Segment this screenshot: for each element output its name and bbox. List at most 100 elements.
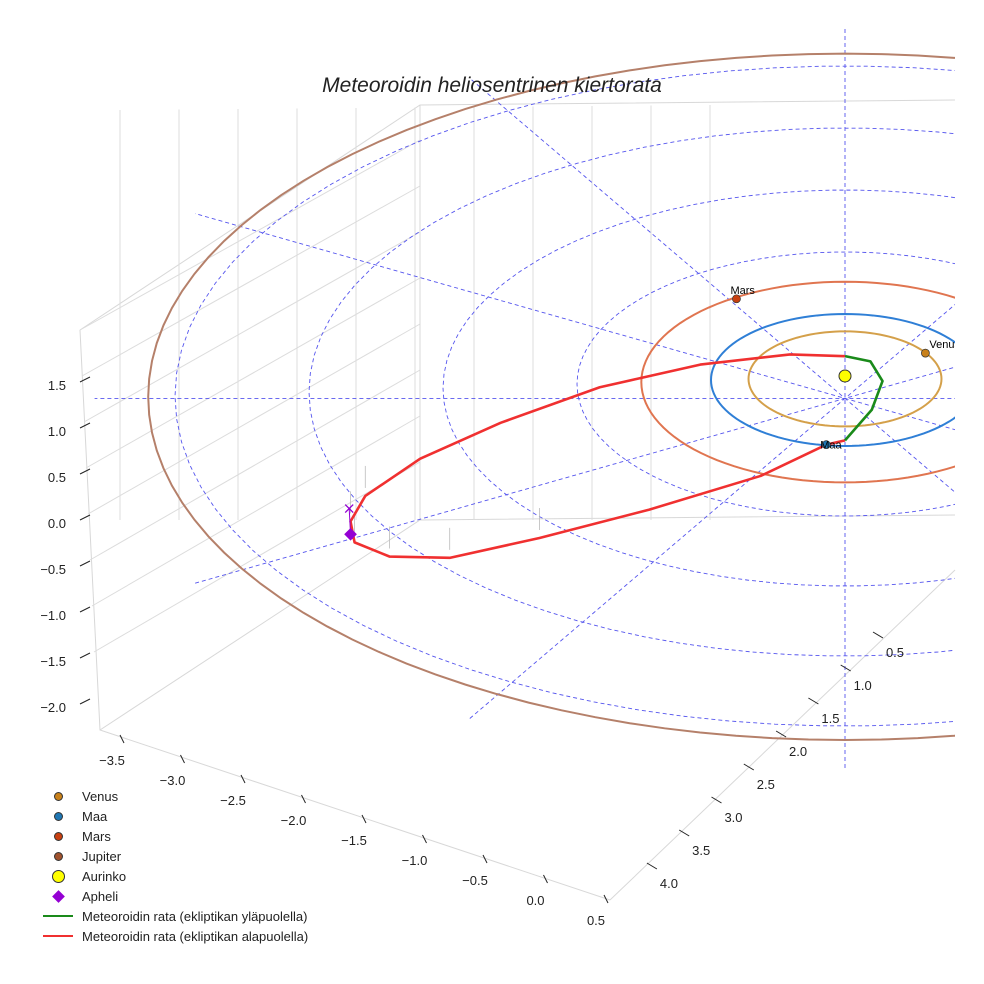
z-tick-label: 0.5	[48, 470, 66, 485]
x-tick-label: −1.5	[341, 833, 367, 848]
pane-gridline	[81, 185, 421, 377]
planet-maa	[821, 440, 831, 449]
y-tick	[872, 631, 884, 639]
sun-marker	[838, 369, 852, 383]
y-tick-label: 2.0	[789, 744, 807, 759]
z-tick-label: 1.5	[48, 378, 66, 393]
y-tick-label: 3.5	[692, 843, 710, 858]
x-tick	[422, 834, 427, 844]
x-tick-label: −3.5	[99, 753, 125, 768]
pane-gridline	[83, 231, 421, 423]
orbit-maa	[709, 312, 955, 448]
x-tick	[180, 754, 185, 764]
planet-label: Venus	[929, 339, 960, 351]
z-tick-label: −1.0	[40, 608, 66, 623]
x-tick	[301, 794, 306, 804]
pane-gridline	[93, 461, 421, 653]
ecliptic-grid-circle	[576, 251, 955, 517]
legend-marker	[51, 889, 65, 903]
legend-item: Meteoroidin rata (ekliptikan yläpuolella…	[38, 906, 308, 926]
legend-symbol	[38, 791, 78, 801]
x-tick-label: −2.0	[281, 813, 307, 828]
z-tick	[79, 514, 91, 521]
orbit-jupiter	[147, 52, 955, 742]
z-tick	[79, 606, 91, 613]
legend-symbol	[38, 831, 78, 841]
meteoroid-above-path	[844, 354, 884, 442]
legend-label: Meteoroidin rata (ekliptikan alapuolella…	[82, 928, 309, 944]
pane-gridline	[85, 277, 421, 469]
z-tick	[79, 652, 91, 659]
y-tick-label: 0.5	[886, 645, 904, 660]
legend-item: Meteoroidin rata (ekliptikan alapuolella…	[38, 926, 308, 946]
legend-item: Apheli	[38, 886, 308, 906]
x-tick-label: 0.0	[526, 893, 544, 908]
y-tick	[808, 697, 819, 705]
legend-item: Aurinko	[38, 866, 308, 886]
legend-label: Venus	[82, 788, 119, 804]
x-tick-label: 0.5	[587, 913, 605, 928]
ecliptic-grid-circle	[442, 189, 955, 587]
axes-panes	[79, 99, 956, 901]
x-tick	[543, 874, 548, 884]
legend-marker	[53, 831, 63, 841]
planet-label: Mars	[730, 285, 755, 297]
legend-symbol	[38, 935, 78, 937]
legend-marker	[51, 869, 65, 883]
z-tick	[79, 468, 91, 475]
legend-item: Mars	[38, 826, 308, 846]
y-tick-label: 2.5	[757, 777, 775, 792]
z-tick-label: −1.5	[40, 654, 66, 669]
legend-label: Jupiter	[82, 848, 122, 864]
z-tick	[79, 698, 91, 705]
y-tick	[711, 796, 722, 804]
legend-symbol	[38, 811, 78, 821]
legend: Venus Maa Mars Jupiter Aurinko Apheli Meteoroi…	[38, 786, 308, 946]
legend-symbol	[38, 851, 78, 861]
y-tick	[775, 730, 787, 738]
legend-marker	[53, 851, 63, 861]
z-tick-label: −0.5	[40, 562, 66, 577]
x-tick	[603, 894, 609, 904]
pane-gridline	[91, 415, 421, 607]
x-tick-label: −3.0	[160, 773, 186, 788]
y-tick	[678, 829, 690, 837]
pane-gridline	[87, 323, 421, 515]
x-tick-label: −1.0	[402, 853, 428, 868]
y-tick	[646, 862, 658, 870]
y-tick	[743, 763, 755, 771]
legend-label: Maa	[82, 808, 108, 824]
legend-label: Aurinko	[82, 868, 127, 884]
planet-label: Maa	[820, 440, 842, 452]
x-tick-label: −2.5	[220, 793, 246, 808]
legend-label: Meteoroidin rata (ekliptikan yläpuolella…	[82, 908, 308, 924]
z-tick-label: 1.0	[48, 424, 66, 439]
legend-line	[43, 935, 73, 937]
orbit-mars	[640, 280, 955, 484]
x-tick	[361, 814, 367, 824]
y-tick	[840, 664, 851, 672]
x-tick-label: −0.5	[462, 873, 488, 888]
pane-gridline	[79, 139, 421, 331]
z-tick	[79, 376, 91, 383]
planet-mars	[732, 294, 741, 304]
legend-item: Venus	[38, 786, 308, 806]
planet-venus	[921, 348, 930, 358]
legend-marker	[53, 811, 63, 821]
x-tick	[119, 734, 125, 744]
y-tick-label: 1.5	[821, 711, 839, 726]
pane-gridlines	[79, 105, 711, 653]
legend-symbol	[38, 889, 78, 903]
orbit-venus	[747, 330, 943, 428]
legend-label: Apheli	[82, 888, 119, 904]
legend-item: Jupiter	[38, 846, 308, 866]
legend-marker	[53, 791, 63, 801]
z-tick	[79, 422, 91, 429]
ecliptic-grid-circle	[174, 65, 955, 727]
aphelion-projection-marker	[344, 504, 354, 514]
meteoroid-below-path	[349, 353, 846, 560]
ecliptic-grid-circle	[308, 127, 955, 657]
legend-item: Maa	[38, 806, 308, 826]
y-tick-label: 3.0	[724, 810, 742, 825]
